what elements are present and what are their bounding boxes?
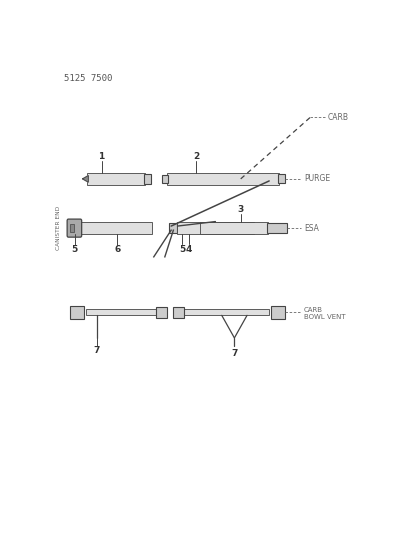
Bar [253,224,260,232]
Bar [271,306,285,319]
Text: BOWL VENT: BOWL VENT [304,314,346,320]
Bar [169,223,177,233]
Bar [200,222,268,234]
Text: ESA: ESA [304,224,319,232]
Text: CARB: CARB [304,307,323,313]
Text: 5: 5 [179,245,185,254]
Text: 6: 6 [114,245,120,254]
Bar [173,306,184,318]
Text: CARB: CARB [328,113,349,122]
Bar [267,223,287,233]
Bar [179,309,269,316]
Text: 1: 1 [98,152,105,161]
Bar [156,306,167,318]
Bar [86,309,160,316]
Bar [80,222,152,234]
Bar [70,306,84,319]
Text: 3: 3 [237,205,244,214]
Polygon shape [82,175,88,182]
FancyBboxPatch shape [67,219,82,237]
Text: 2: 2 [193,152,200,161]
Text: 4: 4 [185,245,192,254]
Text: CANISTER END: CANISTER END [56,206,62,250]
Bar [144,174,151,184]
Text: 5: 5 [71,245,78,254]
Bar [70,224,74,232]
Bar [278,174,285,183]
Bar [177,222,254,234]
Text: 7: 7 [94,346,100,355]
Text: 7: 7 [231,349,237,358]
Bar [162,175,168,183]
Bar [167,173,279,184]
Text: PURGE: PURGE [304,174,330,183]
Bar [87,173,145,184]
Text: 5125 7500: 5125 7500 [64,74,112,83]
